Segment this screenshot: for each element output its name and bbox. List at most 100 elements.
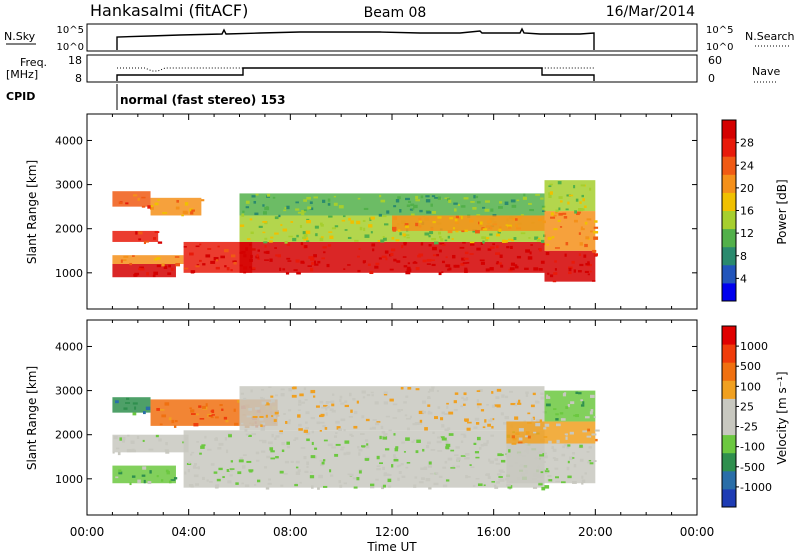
data-speckle	[210, 260, 216, 264]
data-speckle	[314, 447, 318, 450]
data-speckle	[244, 428, 248, 432]
data-speckle	[593, 416, 596, 418]
data-speckle	[587, 261, 590, 264]
data-speckle	[420, 467, 425, 470]
data-speckle	[331, 227, 337, 230]
data-speckle	[131, 448, 135, 452]
data-speckle	[262, 204, 265, 207]
data-speckle	[399, 209, 402, 213]
data-speckle	[327, 443, 333, 447]
data-speckle	[511, 442, 517, 445]
data-speckle	[455, 215, 459, 219]
data-speckle	[165, 442, 168, 446]
data-speckle	[593, 236, 599, 240]
data-speckle	[279, 470, 284, 474]
data-speckle	[313, 196, 319, 199]
data-band	[112, 264, 176, 278]
colorbar-tick-label: -25	[740, 421, 758, 434]
data-speckle	[190, 453, 193, 456]
data-speckle	[300, 447, 306, 449]
data-speckle	[547, 474, 552, 478]
data-speckle	[295, 208, 300, 211]
data-speckle	[266, 455, 271, 459]
data-speckle	[137, 479, 141, 483]
data-speckle	[393, 458, 399, 462]
data-speckle	[306, 240, 310, 242]
data-speckle	[265, 206, 269, 208]
data-speckle	[418, 220, 422, 223]
data-speckle	[486, 237, 490, 240]
data-speckle	[199, 243, 202, 246]
data-speckle	[310, 389, 316, 394]
data-speckle	[191, 209, 195, 212]
data-speckle	[397, 196, 401, 200]
data-speckle	[249, 218, 253, 221]
data-speckle	[319, 421, 325, 424]
data-speckle	[432, 254, 437, 257]
data-speckle	[405, 197, 410, 201]
data-speckle	[286, 205, 290, 210]
data-speckle	[115, 447, 120, 450]
data-speckle	[115, 400, 119, 404]
data-speckle	[381, 255, 387, 259]
data-speckle	[510, 262, 515, 266]
data-speckle	[321, 461, 325, 465]
data-speckle	[260, 397, 265, 400]
data-speckle	[464, 251, 469, 255]
data-speckle	[537, 451, 543, 455]
data-speckle	[176, 199, 180, 203]
colorbar-tick-label: -1000	[740, 481, 772, 494]
data-speckle	[482, 228, 488, 231]
data-speckle	[573, 414, 578, 417]
data-speckle	[525, 470, 529, 474]
data-speckle	[560, 418, 566, 421]
data-speckle	[547, 236, 552, 240]
data-speckle	[413, 484, 417, 488]
data-speckle	[230, 254, 236, 258]
data-speckle	[275, 435, 280, 438]
data-speckle	[301, 401, 306, 404]
data-speckle	[195, 245, 200, 248]
data-speckle	[504, 416, 510, 420]
data-speckle	[491, 404, 495, 408]
data-speckle	[573, 269, 576, 273]
data-speckle	[533, 431, 537, 434]
data-speckle	[283, 413, 286, 416]
data-speckle	[280, 484, 284, 487]
data-speckle	[215, 436, 218, 440]
data-speckle	[215, 486, 218, 489]
data-speckle	[491, 481, 496, 483]
data-speckle	[358, 468, 363, 472]
data-speckle	[233, 408, 236, 412]
data-speckle	[301, 210, 307, 213]
data-speckle	[553, 228, 558, 231]
data-speckle	[137, 197, 140, 201]
data-speckle	[418, 410, 424, 415]
data-speckle	[262, 231, 266, 234]
data-speckle	[362, 260, 367, 263]
data-speckle	[277, 254, 281, 258]
data-speckle	[469, 253, 474, 255]
data-speckle	[274, 232, 279, 235]
data-speckle	[341, 219, 346, 222]
data-speckle	[213, 471, 218, 474]
data-speckle	[499, 226, 502, 230]
data-speckle	[464, 229, 468, 232]
data-speckle	[217, 446, 222, 450]
data-speckle	[139, 266, 144, 269]
data-speckle	[559, 226, 563, 228]
data-speckle	[261, 401, 267, 405]
data-speckle	[498, 228, 502, 233]
data-speckle	[154, 231, 160, 234]
data-speckle	[454, 218, 458, 222]
data-speckle	[253, 484, 257, 486]
data-speckle	[375, 262, 380, 266]
data-speckle	[315, 233, 318, 237]
data-speckle	[243, 397, 247, 400]
data-speckle	[409, 415, 412, 419]
data-speckle	[319, 459, 325, 462]
colorbar-segment	[722, 192, 736, 211]
colorbar-tick-label: 1000	[740, 340, 768, 353]
data-band	[239, 241, 545, 273]
data-speckle	[297, 409, 301, 411]
